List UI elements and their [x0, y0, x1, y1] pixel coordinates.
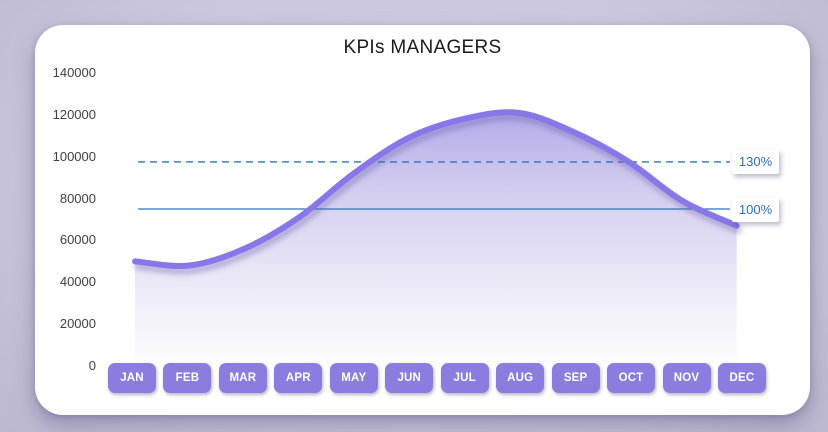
month-button-apr[interactable]: APR	[274, 363, 323, 393]
month-button-aug[interactable]: AUG	[496, 363, 545, 393]
chart-title: KPIs MANAGERS	[343, 37, 502, 58]
y-axis: 140000 120000 100000 80000 60000 40000 20000 0	[35, 25, 98, 415]
month-button-jun[interactable]: JUN	[385, 363, 434, 393]
chart-card: KPIs MANAGERS 140000 120000 100000 80000 600…	[35, 25, 810, 415]
ref-line-label-130%: 130%	[732, 149, 779, 175]
y-tick-label: 40000	[59, 274, 96, 290]
ref-line-label-100%: 100%	[732, 196, 779, 222]
y-tick-label: 0	[88, 358, 96, 373]
y-tick-label: 100000	[52, 148, 96, 164]
month-button-mar[interactable]: MAR	[218, 363, 267, 393]
month-button-dec[interactable]: DEC	[717, 363, 766, 393]
y-tick-label: 60000	[59, 232, 96, 248]
y-tick-label: 140000	[52, 65, 96, 80]
month-button-feb[interactable]: FEB	[163, 363, 212, 393]
month-button-nov[interactable]: NOV	[662, 363, 711, 393]
month-button-sep[interactable]: SEP	[551, 363, 600, 393]
month-axis: JAN FEB MAR APR MAY JUN JUL AUG SEP OCT NOV DEC	[108, 363, 766, 393]
y-tick-label: 80000	[59, 190, 96, 206]
month-button-may[interactable]: MAY	[329, 363, 378, 393]
series-curve	[132, 109, 740, 269]
month-button-jul[interactable]: JUL	[440, 363, 489, 393]
y-tick-label: 20000	[59, 316, 96, 332]
month-button-oct[interactable]: OCT	[607, 363, 656, 393]
area-chart	[132, 109, 740, 366]
y-tick-label: 120000	[52, 106, 96, 122]
area-fill	[135, 112, 737, 366]
month-button-jan[interactable]: JAN	[108, 363, 156, 393]
